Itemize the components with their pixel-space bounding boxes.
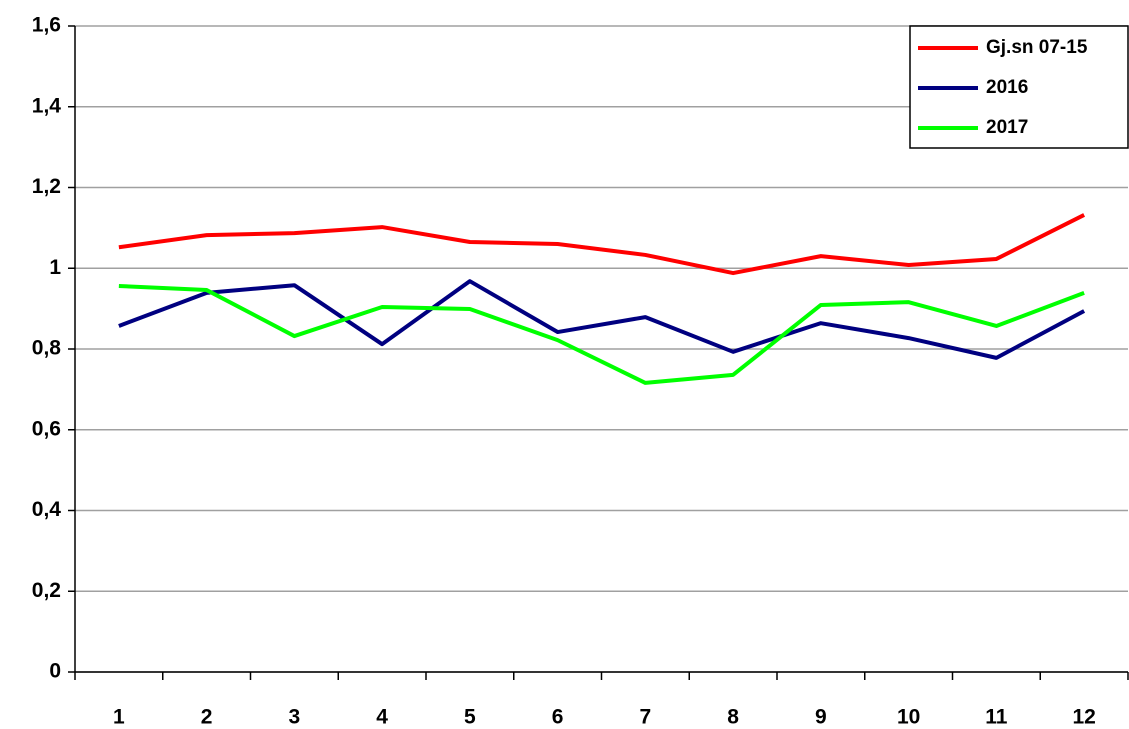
y-tick-label: 1,4	[32, 94, 62, 117]
x-tick-label: 10	[897, 706, 920, 729]
legend-label: 2017	[986, 117, 1028, 138]
legend-label: Gj.sn 07-15	[986, 37, 1088, 58]
x-tick-label: 1	[113, 706, 125, 729]
x-tick-label: 5	[464, 706, 476, 729]
data-line	[118, 213, 1086, 276]
x-tick-label: 7	[640, 706, 652, 729]
x-tick-label: 8	[727, 706, 739, 729]
y-tick-label: 1,2	[32, 175, 61, 198]
y-tick-label: 0,8	[32, 337, 62, 360]
y-tick-label: 0,6	[32, 417, 61, 440]
y-tick-label: 1,6	[32, 14, 61, 37]
x-tick-label: 3	[289, 706, 301, 729]
x-tick-label: 12	[1072, 706, 1095, 729]
y-tick-label: 1	[49, 256, 61, 279]
y-tick-label: 0	[49, 660, 61, 683]
legend-label: 2016	[986, 77, 1028, 98]
y-tick-label: 0,2	[32, 579, 61, 602]
y-tick-label: 0,4	[32, 498, 62, 521]
data-line	[118, 279, 1086, 360]
x-tick-label: 6	[552, 706, 564, 729]
data-line	[118, 284, 1085, 385]
x-tick-label: 2	[201, 706, 213, 729]
x-tick-label: 11	[985, 706, 1008, 729]
x-tick-label: 9	[815, 706, 827, 729]
x-tick-label: 4	[376, 706, 388, 729]
